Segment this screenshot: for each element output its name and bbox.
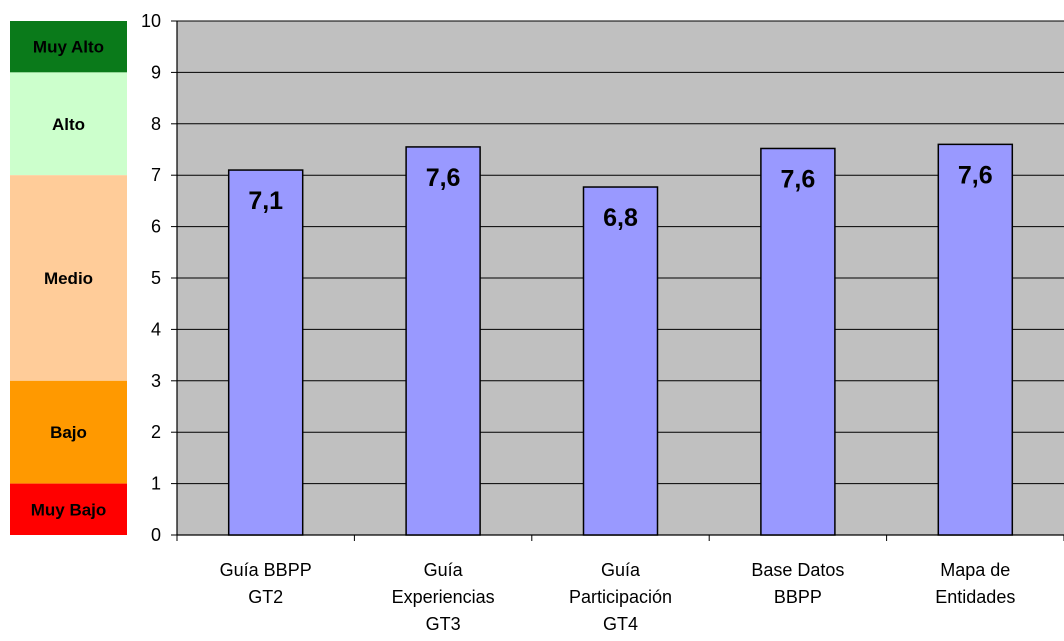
x-tick-label-line: GT3 xyxy=(426,614,461,634)
x-tick-label-line: Guía xyxy=(601,560,641,580)
rating-band-label: Alto xyxy=(52,115,85,134)
rating-band-label: Bajo xyxy=(50,423,87,442)
data-label: 6,8 xyxy=(603,204,638,232)
rating-band xyxy=(10,72,127,176)
rating-band-label: Muy Alto xyxy=(33,38,104,57)
y-tick-label: 3 xyxy=(151,371,161,391)
bar xyxy=(937,143,1014,536)
y-tick-label: 4 xyxy=(151,319,161,339)
bar xyxy=(760,147,836,536)
bar xyxy=(405,146,481,536)
x-tick-label-line: GT2 xyxy=(248,587,283,607)
x-tick-label-line: BBPP xyxy=(774,587,822,607)
y-tick-label: 8 xyxy=(151,114,161,134)
x-tick-label-line: Experiencias xyxy=(392,587,495,607)
rating-band xyxy=(10,21,127,73)
y-tick-label: 10 xyxy=(141,11,161,31)
x-tick-label-line: Participación xyxy=(569,587,672,607)
bar xyxy=(227,169,304,536)
data-label: 7,6 xyxy=(781,165,816,193)
y-tick-label: 2 xyxy=(151,422,161,442)
x-tick-label: Mapa de Entidades xyxy=(935,560,1015,607)
rating-band-label: Muy Bajo xyxy=(31,500,107,519)
x-tick-label-line: Entidades xyxy=(935,587,1015,607)
data-label: 7,1 xyxy=(248,187,283,215)
y-tick-label: 1 xyxy=(151,474,161,494)
x-tick-label: Guía Participación GT4 xyxy=(569,560,672,634)
x-tick-label-line: Base Datos xyxy=(751,560,844,580)
y-tick-label: 0 xyxy=(151,525,161,545)
y-tick-label: 9 xyxy=(151,62,161,82)
data-label: 7,6 xyxy=(426,164,461,192)
x-tick-label: Guía BBPP GT2 xyxy=(220,560,312,607)
rating-band xyxy=(10,483,127,535)
y-tick-label: 7 xyxy=(151,165,161,185)
x-tick-label: Base Datos BBPP xyxy=(751,560,844,607)
y-tick-label: 6 xyxy=(151,217,161,237)
y-tick-label: 5 xyxy=(151,268,161,288)
rating-band xyxy=(10,175,127,381)
x-tick-label-line: Guía xyxy=(424,560,464,580)
x-tick-label-line: GT4 xyxy=(603,614,638,634)
rating-band xyxy=(10,380,127,484)
bar xyxy=(582,186,659,536)
x-tick-label-line: Guía BBPP xyxy=(220,560,312,580)
x-tick-label: Guía Experiencias GT3 xyxy=(392,560,495,634)
x-tick-label-line: Mapa de xyxy=(940,560,1010,580)
data-label: 7,6 xyxy=(958,161,993,189)
rating-band-label: Medio xyxy=(44,269,93,288)
